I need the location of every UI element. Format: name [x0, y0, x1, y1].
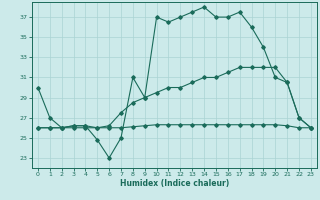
X-axis label: Humidex (Indice chaleur): Humidex (Indice chaleur): [120, 179, 229, 188]
